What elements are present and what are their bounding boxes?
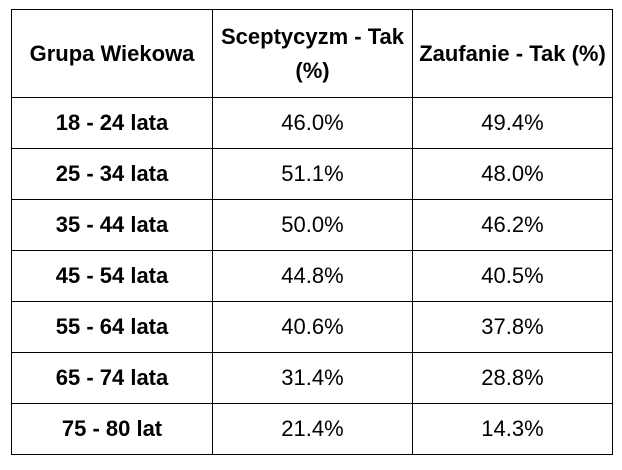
trust-cell: 48.0% <box>412 148 613 200</box>
table-row: 45 - 54 lata 44.8% 40.5% <box>11 250 613 302</box>
trust-cell: 28.8% <box>412 352 613 404</box>
age-group-cell: 75 - 80 lat <box>11 403 213 455</box>
age-group-table: Grupa Wiekowa Sceptycyzm - Tak (%) Zaufa… <box>11 9 613 455</box>
table-row: 75 - 80 lat 21.4% 14.3% <box>11 403 613 455</box>
skepticism-cell: 21.4% <box>212 403 413 455</box>
skepticism-cell: 44.8% <box>212 250 413 302</box>
age-group-cell: 25 - 34 lata <box>11 148 213 200</box>
trust-cell: 37.8% <box>412 301 613 353</box>
header-age-group: Grupa Wiekowa <box>11 9 213 98</box>
skepticism-cell: 40.6% <box>212 301 413 353</box>
age-group-cell: 55 - 64 lata <box>11 301 213 353</box>
table-row: 35 - 44 lata 50.0% 46.2% <box>11 199 613 251</box>
table-header-row: Grupa Wiekowa Sceptycyzm - Tak (%) Zaufa… <box>11 9 613 98</box>
age-group-cell: 18 - 24 lata <box>11 97 213 149</box>
skepticism-cell: 51.1% <box>212 148 413 200</box>
skepticism-cell: 31.4% <box>212 352 413 404</box>
header-trust-yes: Zaufanie - Tak (%) <box>412 9 613 98</box>
trust-cell: 40.5% <box>412 250 613 302</box>
skepticism-cell: 50.0% <box>212 199 413 251</box>
age-group-cell: 35 - 44 lata <box>11 199 213 251</box>
table-row: 55 - 64 lata 40.6% 37.8% <box>11 301 613 353</box>
age-group-cell: 45 - 54 lata <box>11 250 213 302</box>
header-skepticism-yes: Sceptycyzm - Tak (%) <box>212 9 413 98</box>
table-row: 25 - 34 lata 51.1% 48.0% <box>11 148 613 200</box>
trust-cell: 14.3% <box>412 403 613 455</box>
trust-cell: 46.2% <box>412 199 613 251</box>
trust-cell: 49.4% <box>412 97 613 149</box>
age-group-cell: 65 - 74 lata <box>11 352 213 404</box>
table-row: 18 - 24 lata 46.0% 49.4% <box>11 97 613 149</box>
table-row: 65 - 74 lata 31.4% 28.8% <box>11 352 613 404</box>
skepticism-cell: 46.0% <box>212 97 413 149</box>
